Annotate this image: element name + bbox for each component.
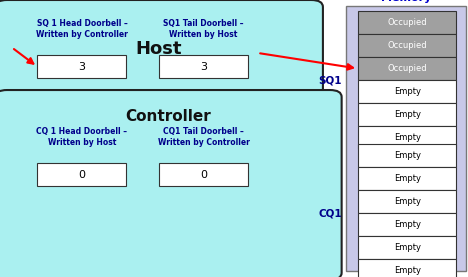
Text: 0: 0: [79, 170, 85, 180]
Text: Empty: Empty: [394, 197, 421, 206]
Text: SQ1: SQ1: [318, 75, 342, 85]
Text: SQ 1 Head Doorbell –
Written by Controller: SQ 1 Head Doorbell – Written by Controll…: [36, 19, 128, 39]
Text: Empty: Empty: [394, 266, 421, 275]
Bar: [358, 144, 456, 167]
Text: Empty: Empty: [394, 87, 421, 96]
Bar: [358, 190, 456, 213]
FancyBboxPatch shape: [0, 0, 323, 98]
Text: CQ1: CQ1: [318, 208, 342, 218]
Text: CQ 1 Head Doorbell –
Written by Host: CQ 1 Head Doorbell – Written by Host: [37, 127, 127, 147]
Text: Occupied: Occupied: [388, 64, 427, 73]
Bar: [358, 11, 456, 34]
Text: CQ1 Tail Doorbell –
Written by Controller: CQ1 Tail Doorbell – Written by Controlle…: [158, 127, 249, 147]
Text: Occupied: Occupied: [388, 41, 427, 50]
Bar: [358, 167, 456, 190]
Text: Empty: Empty: [394, 220, 421, 229]
Bar: [37, 163, 126, 186]
Bar: [358, 236, 456, 259]
Text: Empty: Empty: [394, 174, 421, 183]
Text: Empty: Empty: [394, 110, 421, 119]
Text: 3: 3: [79, 62, 85, 72]
Text: Host: Host: [136, 40, 183, 58]
Text: Empty: Empty: [394, 243, 421, 252]
Text: Occupied: Occupied: [388, 18, 427, 27]
Text: 3: 3: [200, 62, 207, 72]
Text: System
Memory: System Memory: [381, 0, 431, 3]
Bar: [358, 57, 456, 80]
Bar: [159, 55, 248, 78]
Text: 0: 0: [200, 170, 207, 180]
Bar: [358, 103, 456, 126]
FancyBboxPatch shape: [346, 6, 466, 271]
Bar: [37, 55, 126, 78]
FancyBboxPatch shape: [0, 90, 342, 277]
Bar: [358, 34, 456, 57]
Bar: [358, 80, 456, 103]
Text: Empty: Empty: [394, 151, 421, 160]
Text: Empty: Empty: [394, 133, 421, 142]
Bar: [358, 126, 456, 149]
Bar: [358, 213, 456, 236]
Bar: [159, 163, 248, 186]
Text: SQ1 Tail Doorbell –
Written by Host: SQ1 Tail Doorbell – Written by Host: [163, 19, 244, 39]
Bar: [358, 259, 456, 277]
Text: Controller: Controller: [125, 109, 212, 124]
